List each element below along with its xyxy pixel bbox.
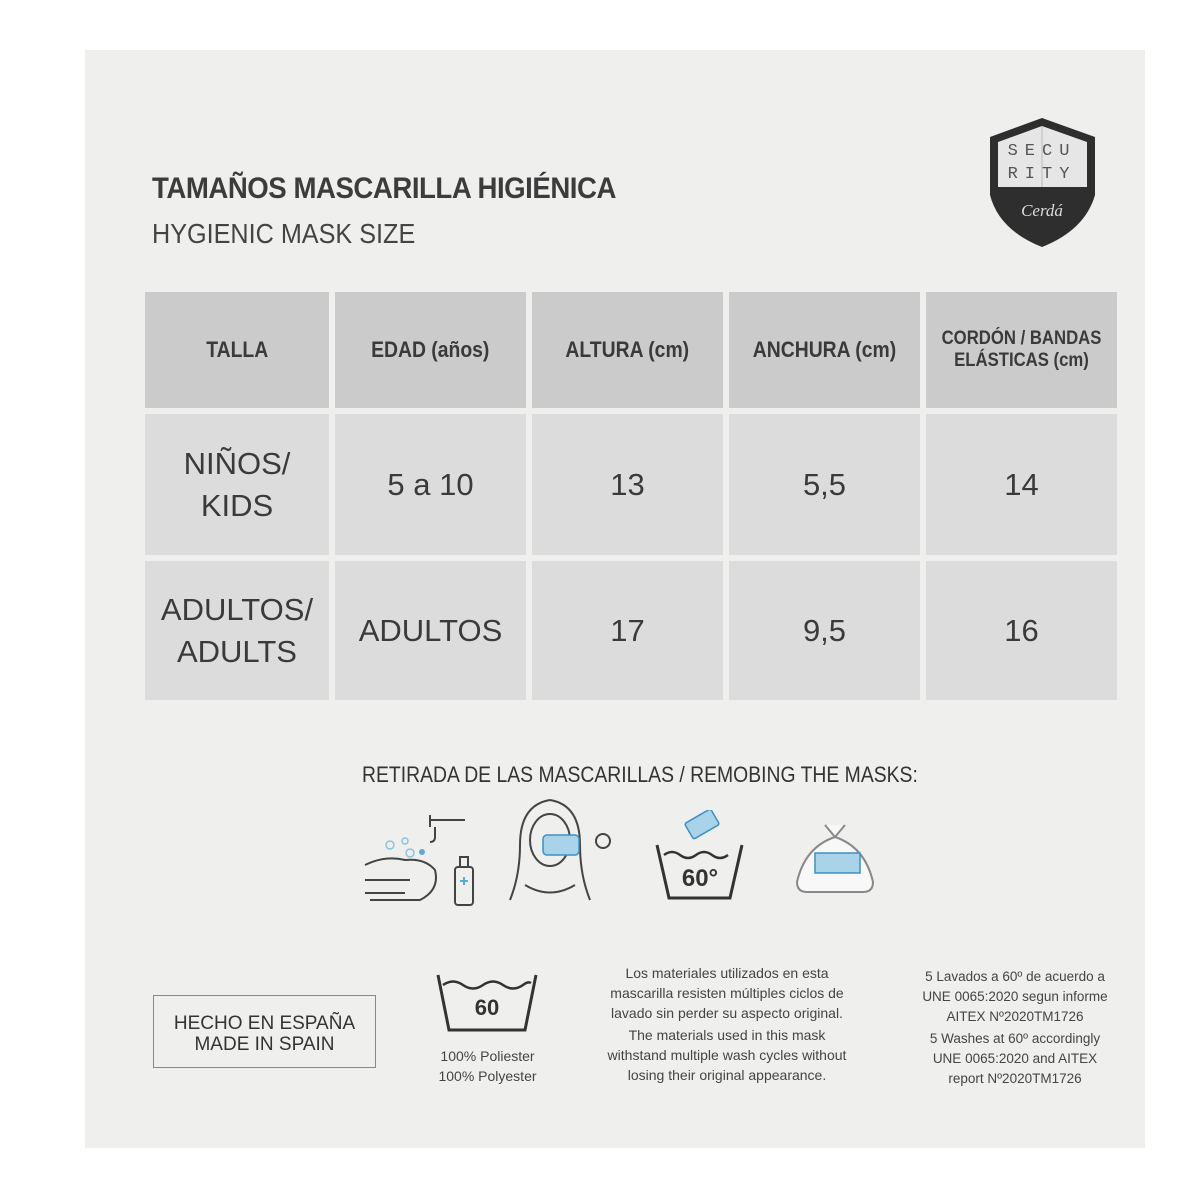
cell-size: NIÑOS/ KIDS	[145, 414, 329, 555]
svg-text:SECU: SECU	[1008, 142, 1077, 161]
made-in-spain-box: HECHO EN ESPAÑA MADE IN SPAIN	[153, 995, 376, 1068]
page-title: TAMAÑOS MASCARILLA HIGIÉNICA	[152, 172, 616, 205]
cell-width: 5,5	[729, 414, 920, 555]
cell-age: ADULTOS	[335, 561, 526, 700]
svg-text:RITY: RITY	[1008, 165, 1077, 184]
header-altura: ALTURA (cm)	[532, 292, 723, 408]
person-removing-mask-icon	[509, 799, 611, 901]
cell-height: 13	[532, 414, 723, 555]
washes-note: 5 Lavados a 60º de acuerdo a UNE 0065:20…	[915, 967, 1115, 1089]
material-en: 100% Polyester	[438, 1068, 537, 1084]
header-cordon: CORDÓN / BANDAS ELÁSTICAS (cm)	[926, 292, 1117, 408]
cell-size: ADULTOS/ ADULTS	[145, 561, 329, 700]
wash-symbol-icon: 60	[436, 974, 538, 1032]
made-in-en: MADE IN SPAIN	[194, 1034, 335, 1055]
material-text: 100% Poliester 100% Polyester	[420, 1046, 555, 1086]
size-table: TALLA EDAD (años) ALTURA (cm) ANCHURA (c…	[139, 286, 1123, 706]
header-anchura: ANCHURA (cm)	[729, 292, 920, 408]
hand-washing-icon	[364, 815, 474, 906]
header-edad: EDAD (años)	[335, 292, 526, 408]
wash-60-icon: 60°	[655, 810, 744, 900]
cell-width: 9,5	[729, 561, 920, 700]
security-cerda-logo: SECU RITY Cerdá	[990, 118, 1095, 247]
removal-heading: RETIRADA DE LAS MASCARILLAS / REMOBING T…	[362, 762, 918, 787]
materials-note: Los materiales utilizados en esta mascar…	[602, 963, 852, 1085]
page-subtitle: HYGIENIC MASK SIZE	[152, 218, 416, 249]
svg-text:Cerdá: Cerdá	[1021, 201, 1063, 220]
washes-note-en: 5 Washes at 60º accordingly UNE 0065:202…	[929, 1031, 1101, 1086]
svg-text:60°: 60°	[682, 865, 718, 892]
table-header-row: TALLA EDAD (años) ALTURA (cm) ANCHURA (c…	[145, 292, 1117, 408]
material-es: 100% Poliester	[440, 1048, 535, 1064]
made-in-es: HECHO EN ESPAÑA	[173, 1013, 356, 1034]
cell-cord: 16	[926, 561, 1117, 700]
svg-text:60: 60	[475, 995, 499, 1020]
bag-icon	[795, 824, 875, 893]
cell-height: 17	[532, 561, 723, 700]
table-row: ADULTOS/ ADULTS ADULTOS 17 9,5 16	[145, 561, 1117, 700]
cell-cord: 14	[926, 414, 1117, 555]
header-talla: TALLA	[145, 292, 329, 408]
table-row: NIÑOS/ KIDS 5 a 10 13 5,5 14	[145, 414, 1117, 555]
materials-note-en: The materials used in this mask withstan…	[607, 1027, 847, 1083]
washes-note-es: 5 Lavados a 60º de acuerdo a UNE 0065:20…	[922, 969, 1108, 1024]
cell-age: 5 a 10	[335, 414, 526, 555]
materials-note-es: Los materiales utilizados en esta mascar…	[610, 965, 844, 1021]
